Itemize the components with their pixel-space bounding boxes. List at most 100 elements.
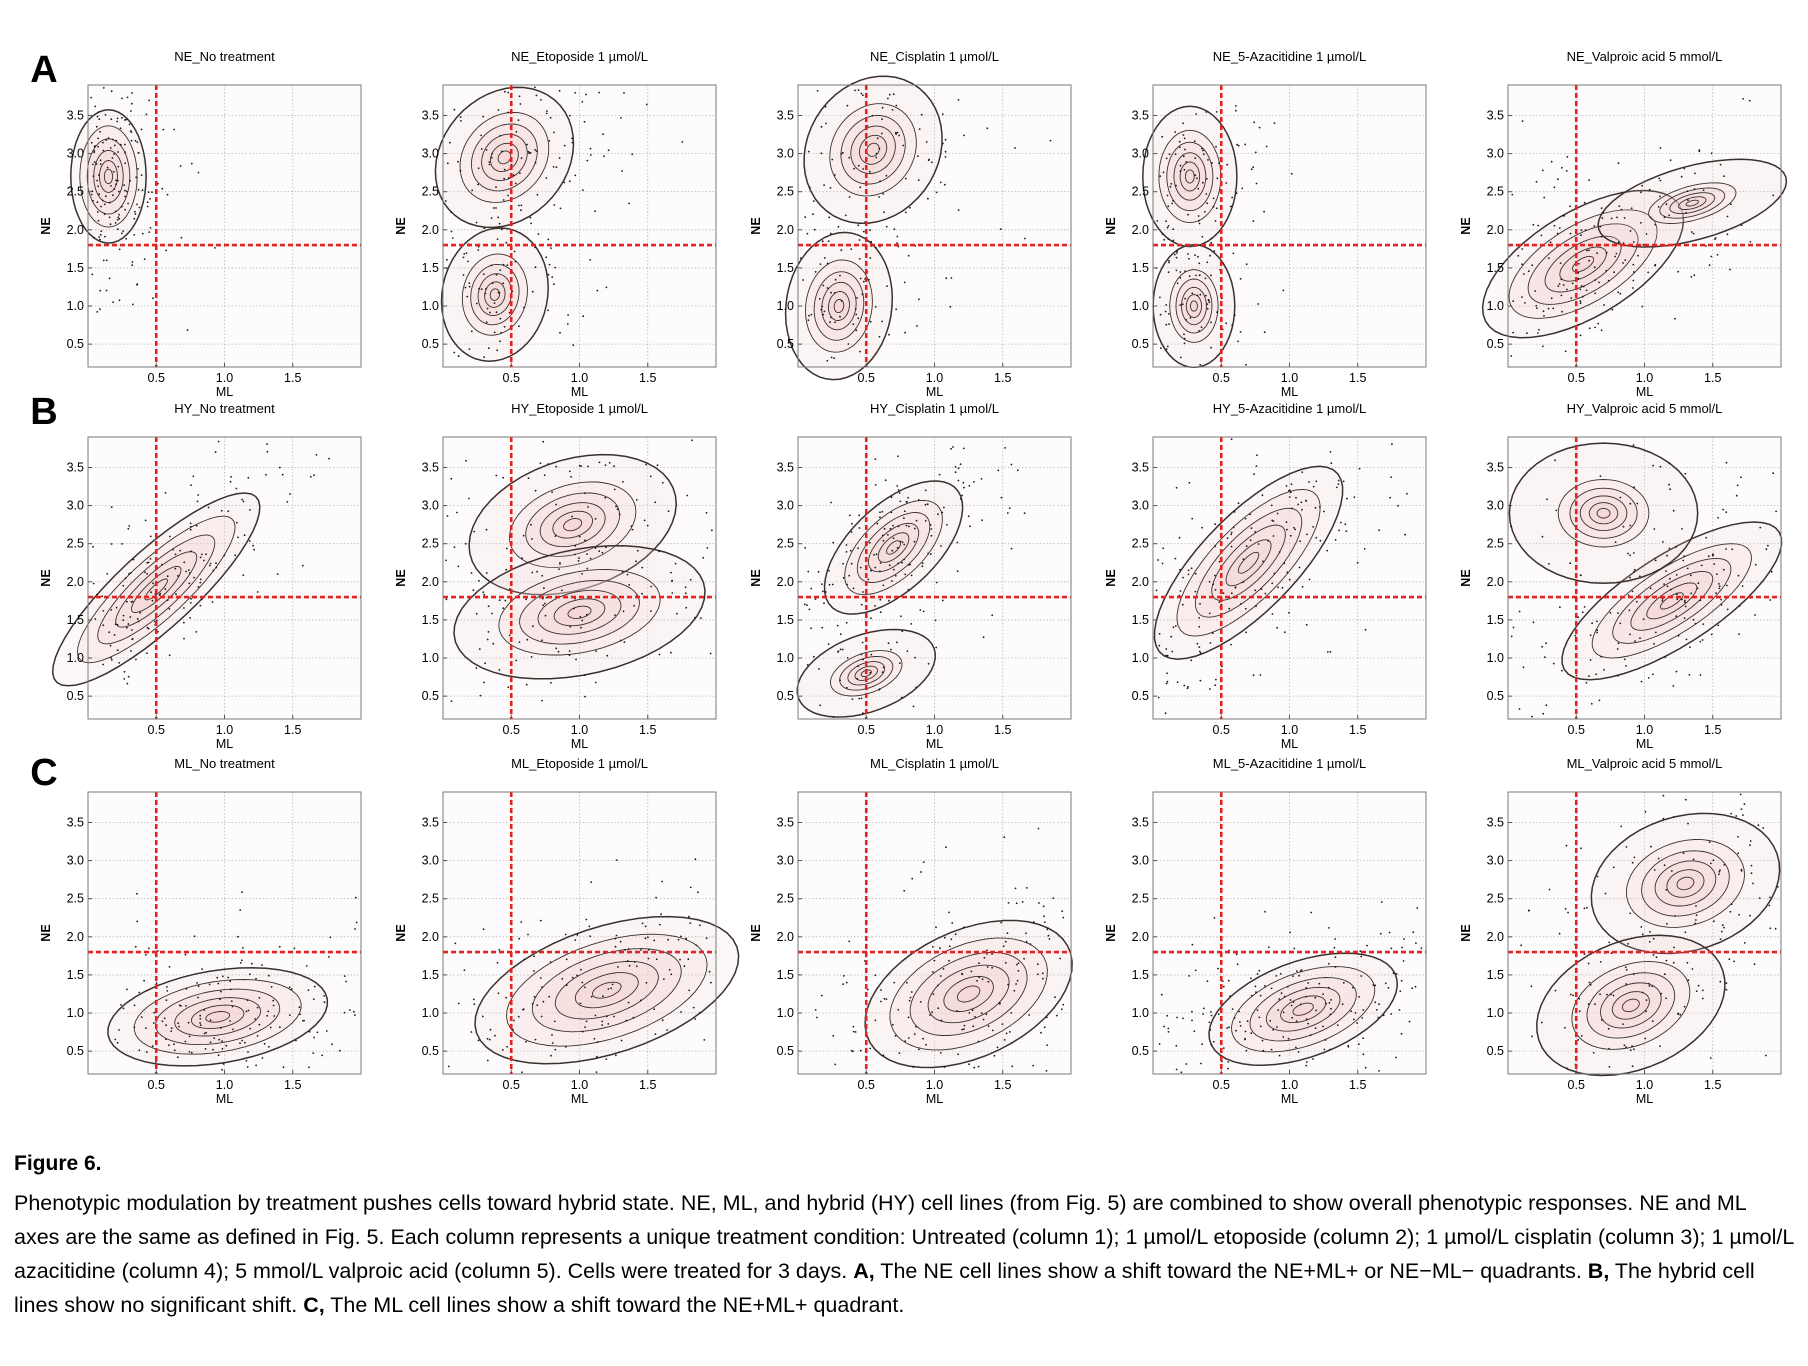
scatter-point xyxy=(225,1044,228,1047)
scatter-point xyxy=(1743,803,1746,805)
scatter-point xyxy=(137,168,139,170)
scatter-point xyxy=(1750,872,1753,875)
scatter-point xyxy=(1319,539,1322,542)
scatter-point xyxy=(1232,526,1235,529)
scatter-point xyxy=(1545,704,1548,707)
scatter-point xyxy=(1599,961,1602,963)
scatter-point xyxy=(196,500,199,503)
scatter-point xyxy=(1654,223,1657,226)
scatter-point xyxy=(1023,957,1025,960)
scatter-point xyxy=(1588,179,1590,182)
scatter-point xyxy=(1047,934,1050,937)
scatter-point xyxy=(622,481,624,483)
scatter-point xyxy=(1668,214,1670,217)
y-tick-label: 2.5 xyxy=(777,892,794,906)
scatter-point xyxy=(313,1036,315,1039)
scatter-point xyxy=(168,966,171,968)
scatter-point xyxy=(146,201,149,204)
scatter-point xyxy=(1511,193,1514,196)
y-tick-label: 1.5 xyxy=(422,261,439,275)
scatter-point xyxy=(860,92,863,95)
scatter-point xyxy=(248,540,251,542)
density-contour xyxy=(489,288,500,301)
scatter-point xyxy=(904,1040,906,1043)
scatter-point xyxy=(1042,905,1045,908)
scatter-point xyxy=(1276,512,1279,515)
scatter-point xyxy=(459,169,462,172)
scatter-point xyxy=(536,1004,539,1007)
scatter-point xyxy=(808,186,811,189)
scatter-point xyxy=(1629,554,1631,557)
scatter-point xyxy=(1213,917,1216,919)
density-contour xyxy=(813,271,865,341)
scatter-point xyxy=(1225,182,1228,184)
scatter-point xyxy=(111,157,114,159)
scatter-point xyxy=(1774,927,1777,930)
x-tick-label: 1.0 xyxy=(1636,723,1653,737)
scatter-point xyxy=(922,861,925,863)
scatter-point xyxy=(93,151,95,154)
panel-title: HY_Cisplatin 1 µmol/L xyxy=(870,401,999,416)
y-tick-label: 1.5 xyxy=(67,968,84,982)
scatter-point xyxy=(1205,193,1208,195)
scatter-point xyxy=(1235,1029,1237,1032)
scatter-point xyxy=(584,986,586,989)
scatter-point xyxy=(1203,211,1206,213)
scatter-point xyxy=(343,975,346,977)
scatter-point xyxy=(175,593,177,595)
scatter-point xyxy=(1757,824,1760,827)
scatter-point xyxy=(278,945,281,948)
scatter-point xyxy=(1691,968,1694,970)
scatter-point xyxy=(1250,994,1253,997)
scatter-point xyxy=(512,174,515,177)
scatter-point xyxy=(1198,646,1201,648)
scatter-point xyxy=(1665,203,1668,206)
scatter-point xyxy=(1253,473,1255,476)
scatter-point xyxy=(589,557,592,560)
scatter-point xyxy=(578,535,581,538)
scatter-point xyxy=(839,648,842,651)
scatter-point xyxy=(1550,160,1553,163)
scatter-point xyxy=(480,148,483,150)
scatter-point xyxy=(475,612,478,615)
scatter-point xyxy=(105,139,108,141)
scatter-point xyxy=(1171,650,1174,653)
scatter-point xyxy=(1717,516,1719,519)
scatter-point xyxy=(820,308,823,311)
scatter-point xyxy=(918,128,921,131)
scatter-point xyxy=(900,615,902,618)
scatter-point xyxy=(518,937,521,940)
scatter-point xyxy=(1735,494,1738,497)
x-axis-label: ML xyxy=(1636,737,1653,751)
scatter-point xyxy=(1210,1014,1213,1017)
scatter-point xyxy=(477,167,480,170)
scatter-point xyxy=(94,618,97,620)
scatter-point xyxy=(602,133,604,136)
scatter-point xyxy=(1510,525,1512,528)
scatter-point xyxy=(308,1030,311,1033)
scatter-point xyxy=(229,988,232,991)
scatter-point xyxy=(1016,469,1019,472)
scatter-point xyxy=(895,104,898,107)
scatter-point xyxy=(1235,109,1237,112)
scatter-point xyxy=(1562,284,1565,286)
scatter-point xyxy=(162,128,165,131)
scatter-point xyxy=(1165,323,1168,326)
density-contour xyxy=(1292,1002,1314,1016)
scatter-point xyxy=(329,936,332,939)
scatter-point xyxy=(903,510,906,513)
scatter-point xyxy=(1006,932,1009,935)
scatter-point xyxy=(1772,472,1775,475)
scatter-point xyxy=(146,573,149,575)
scatter-point xyxy=(548,995,551,998)
caption-label-c: C, xyxy=(303,1293,325,1317)
scatter-point xyxy=(1555,509,1558,512)
scatter-point xyxy=(1025,887,1028,889)
scatter-point xyxy=(933,959,936,962)
scatter-point xyxy=(1278,998,1281,1000)
scatter-point xyxy=(579,1002,582,1005)
scatter-point xyxy=(598,91,600,94)
scatter-point xyxy=(825,122,827,125)
scatter-point xyxy=(230,476,233,478)
scatter-point xyxy=(1577,262,1580,265)
